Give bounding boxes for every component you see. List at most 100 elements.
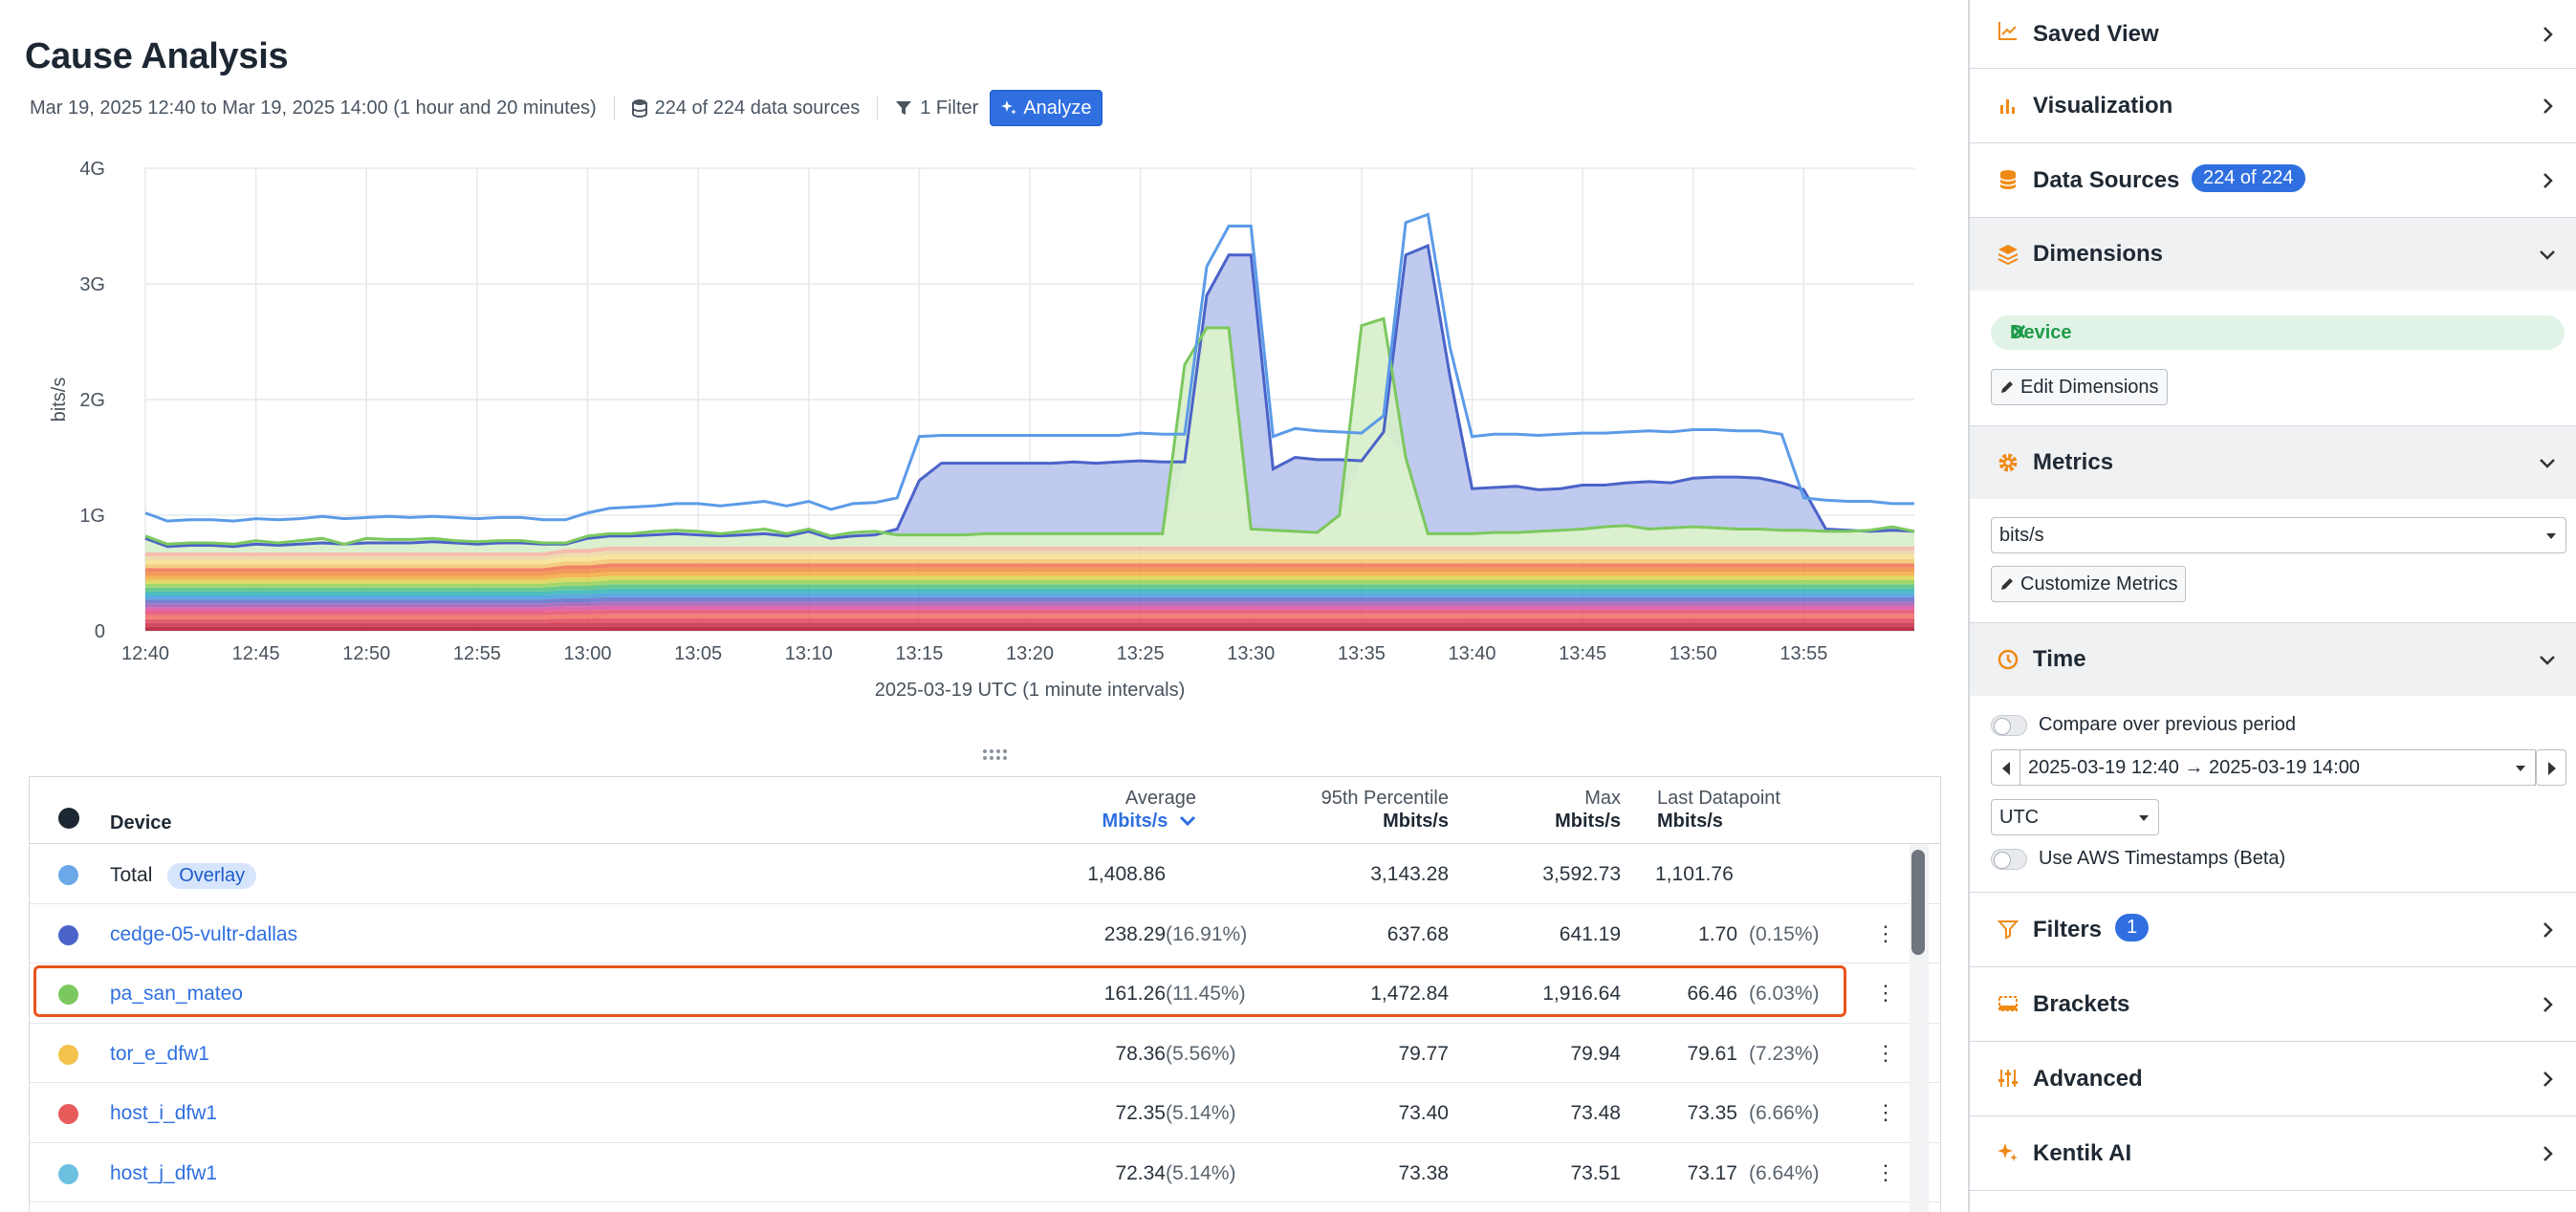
stack-band-area bbox=[145, 596, 1914, 604]
divider bbox=[613, 96, 615, 120]
device-link[interactable]: host_j_dfw1 bbox=[110, 1161, 218, 1184]
chevron-right-icon bbox=[2543, 1071, 2553, 1087]
table-scrollbar-thumb[interactable] bbox=[1911, 850, 1925, 955]
stack-band-area bbox=[145, 609, 1914, 616]
data-sources-header[interactable]: Data Sources 224 of 224 bbox=[1970, 143, 2576, 218]
advanced-section: Advanced bbox=[1970, 1042, 2576, 1116]
device-column-header[interactable]: Device bbox=[110, 812, 172, 833]
row-menu-icon[interactable]: ⋮ bbox=[1875, 1100, 1896, 1124]
traffic-chart[interactable]: 0 1G 2G 3G 4G 12:40 12:45 12:50 12:55 13:00 13:05 1… bbox=[0, 143, 1968, 717]
series-color-dot[interactable] bbox=[58, 1104, 78, 1124]
highlight-box bbox=[33, 965, 1846, 1017]
last-value: 79.61 bbox=[1687, 1042, 1737, 1065]
data-sources-summary[interactable]: 224 of 224 data sources bbox=[631, 97, 860, 119]
chart-svg[interactable]: 0 1G 2G 3G 4G 12:40 12:45 12:50 12:55 13:00 13:05 1… bbox=[0, 143, 1968, 717]
analyze-button[interactable]: Analyze bbox=[990, 90, 1102, 126]
x-tick-label: 13:05 bbox=[674, 643, 722, 664]
stack-band-area bbox=[145, 572, 1914, 580]
kentik-ai-header[interactable]: Kentik AI bbox=[1970, 1116, 2576, 1191]
series-color-dot[interactable] bbox=[58, 1044, 78, 1065]
device-link[interactable]: host_i_dfw1 bbox=[110, 1102, 218, 1124]
dimension-chip[interactable]: Device ✕ bbox=[1991, 315, 2565, 350]
chevron-down-icon bbox=[2139, 815, 2149, 821]
p95-column-header[interactable]: 95th Percentile Mbits/s bbox=[1321, 787, 1449, 833]
stack-band-area bbox=[145, 554, 1914, 565]
analyze-label: Analyze bbox=[1023, 97, 1092, 119]
p95-unit-label: Mbits/s bbox=[1383, 811, 1449, 832]
time-range-text[interactable]: Mar 19, 2025 12:40 to Mar 19, 2025 14:00… bbox=[30, 97, 597, 119]
row-menu-icon[interactable]: ⋮ bbox=[1875, 1159, 1896, 1184]
advanced-header[interactable]: Advanced bbox=[1970, 1042, 2576, 1116]
table-row[interactable]: pa_san_mateo 161.26 (11.45%) 1,472.84 1,… bbox=[30, 963, 1940, 1024]
series-color-dot[interactable] bbox=[58, 865, 78, 885]
last-unit-label: Mbits/s bbox=[1657, 811, 1723, 832]
max-header-label: Max bbox=[1584, 788, 1621, 809]
max-column-header[interactable]: Max Mbits/s bbox=[1555, 787, 1621, 833]
series-color-dot[interactable] bbox=[58, 924, 78, 945]
average-value: 72.34 bbox=[1115, 1161, 1166, 1184]
dimension-chip-label: Device bbox=[2010, 322, 2072, 343]
edit-dimensions-button[interactable]: Edit Dimensions bbox=[1991, 369, 2168, 405]
stack-band-area bbox=[145, 580, 1914, 588]
stack-band-area bbox=[145, 551, 1914, 561]
stack-band-area bbox=[145, 617, 1914, 623]
section-title: Metrics bbox=[2033, 449, 2114, 475]
time-header[interactable]: Time bbox=[1970, 623, 2576, 696]
row-menu-icon[interactable]: ⋮ bbox=[1875, 920, 1896, 945]
caret-right-icon bbox=[2548, 762, 2556, 775]
dimensions-header[interactable]: Dimensions bbox=[1970, 218, 2576, 291]
series-area-cedge-05-vultr-dallas bbox=[145, 246, 1914, 547]
row-menu-icon[interactable]: ⋮ bbox=[1875, 1040, 1896, 1065]
compare-previous-toggle[interactable] bbox=[1991, 715, 2027, 736]
timezone-value: UTC bbox=[1999, 806, 2040, 828]
last-column-header[interactable]: Last Datapoint Mbits/s bbox=[1657, 787, 1780, 833]
timezone-select[interactable]: UTC bbox=[1991, 799, 2159, 835]
series-line-cedge-05-vultr-dallas bbox=[144, 243, 1915, 549]
select-all-dot[interactable] bbox=[58, 808, 79, 829]
time-prev-button[interactable] bbox=[1991, 749, 2021, 786]
table-row[interactable]: tor_e_dfw1 78.36 (5.56%) 79.77 79.94 79.… bbox=[30, 1024, 1940, 1083]
device-link[interactable]: cedge-05-vultr-dallas bbox=[110, 922, 298, 945]
brackets-header[interactable]: Brackets bbox=[1970, 967, 2576, 1042]
visualization-header[interactable]: Visualization bbox=[1970, 69, 2576, 143]
filter-icon bbox=[1997, 920, 2019, 940]
y-tick-label: 2G bbox=[79, 390, 105, 411]
metrics-header[interactable]: Metrics bbox=[1970, 426, 2576, 499]
filter-summary[interactable]: 1 Filter bbox=[895, 97, 978, 119]
row-menu-icon[interactable]: ⋮ bbox=[1875, 981, 1896, 1005]
table-row[interactable]: Total Overlay 1,408.86 3,143.28 3,592.73… bbox=[30, 844, 1940, 904]
sort-desc-icon bbox=[1179, 815, 1196, 827]
customize-metrics-button[interactable]: Customize Metrics bbox=[1991, 566, 2187, 602]
chevron-right-icon bbox=[2543, 922, 2553, 938]
series-color-dot[interactable] bbox=[58, 985, 78, 1005]
last-value: 1,101.76 bbox=[1655, 863, 1734, 885]
series-color-dot[interactable] bbox=[58, 1163, 78, 1184]
average-value: 161.26 bbox=[1103, 983, 1166, 1005]
resize-handle-icon[interactable] bbox=[981, 747, 1010, 763]
table-row[interactable]: cedge-05-vultr-dallas 238.29 (16.91%) 63… bbox=[30, 904, 1940, 963]
device-link[interactable]: pa_san_mateo bbox=[110, 983, 243, 1005]
aws-timestamps-toggle[interactable] bbox=[1991, 849, 2027, 870]
section-title: Time bbox=[2033, 646, 2086, 672]
metric-select[interactable]: bits/s bbox=[1991, 517, 2566, 553]
average-unit-label: Mbits/s bbox=[1102, 811, 1168, 832]
p95-header-label: 95th Percentile bbox=[1321, 788, 1449, 809]
remove-dimension-icon[interactable]: ✕ bbox=[2010, 320, 2028, 344]
time-next-button[interactable] bbox=[2536, 749, 2566, 786]
table-row[interactable]: host_i_dfw1 72.35 (5.14%) 73.40 73.48 73… bbox=[30, 1083, 1940, 1143]
average-column-header[interactable]: Average Mbits/s bbox=[1102, 787, 1196, 833]
time-range-select[interactable]: 2025-03-19 12:40 → 2025-03-19 14:00 bbox=[2019, 749, 2536, 786]
saved-view-header[interactable]: Saved View bbox=[1970, 0, 2576, 69]
device-link[interactable]: tor_e_dfw1 bbox=[110, 1042, 209, 1065]
caret-left-icon bbox=[2002, 762, 2010, 775]
filters-header[interactable]: Filters 1 bbox=[1970, 893, 2576, 967]
max-value: 3,592.73 bbox=[1542, 863, 1621, 885]
table-body: Total Overlay 1,408.86 3,143.28 3,592.73… bbox=[30, 844, 1940, 1202]
compare-previous-label: Compare over previous period bbox=[2039, 714, 2297, 735]
table-row[interactable]: host_j_dfw1 72.34 (5.14%) 73.38 73.51 73… bbox=[30, 1143, 1940, 1202]
edit-dimensions-label: Edit Dimensions bbox=[2020, 376, 2159, 398]
dimensions-section: Dimensions bbox=[1970, 218, 2576, 426]
x-axis-label: 2025-03-19 UTC (1 minute intervals) bbox=[875, 680, 1186, 701]
bar-chart-icon bbox=[2000, 99, 2015, 114]
